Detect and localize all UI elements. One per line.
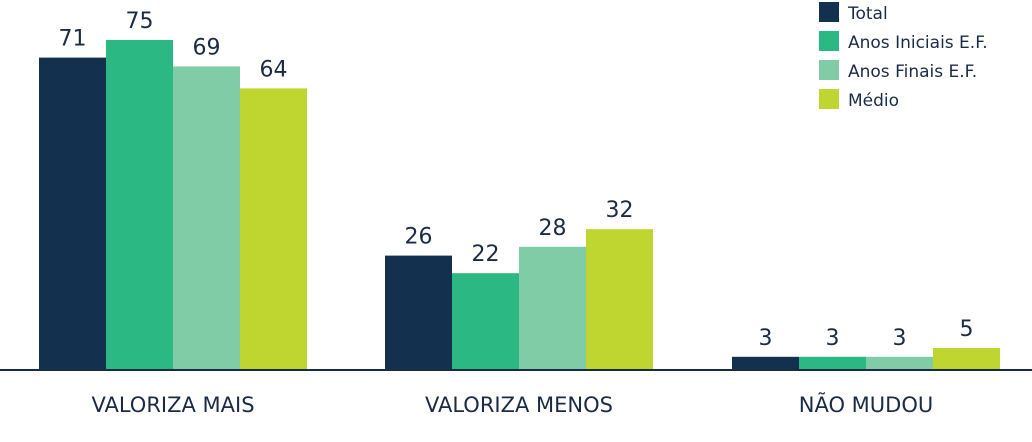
bar-1-3 <box>173 66 240 371</box>
legend-swatch-2 <box>819 31 839 51</box>
bar-2-2 <box>452 273 519 370</box>
data-label-1-3: 69 <box>193 35 221 60</box>
data-label-2-4: 32 <box>606 198 634 223</box>
data-label-1-2: 75 <box>126 9 154 34</box>
data-label-3-3: 3 <box>893 326 907 351</box>
bar-3-3 <box>866 356 933 370</box>
category-label-3: NÃO MUDOU <box>799 391 933 417</box>
bar-1-2 <box>106 40 173 370</box>
legend-label-3: Anos Finais E.F. <box>848 62 977 82</box>
legend-label-2: Anos Iniciais E.F. <box>848 33 988 53</box>
data-label-1-1: 71 <box>59 27 87 52</box>
data-label-3-1: 3 <box>759 326 773 351</box>
legend-label-4: Médio <box>848 91 899 111</box>
legend-swatch-3 <box>819 60 839 80</box>
bar-1-1 <box>39 57 106 370</box>
legend-label-1: Total <box>847 4 888 24</box>
category-label-2: VALORIZA MENOS <box>425 393 613 417</box>
legend-swatch-4 <box>819 89 839 109</box>
value-labels-layer: 71 75 69 64 26 22 28 32 3 3 3 5 <box>59 9 974 351</box>
category-label-1: VALORIZA MAIS <box>91 393 254 417</box>
bar-3-2 <box>799 356 866 370</box>
data-label-2-2: 22 <box>472 242 500 267</box>
bar-3-4 <box>933 348 1000 370</box>
data-label-3-4: 5 <box>960 317 974 342</box>
bar-3-1 <box>732 356 799 370</box>
bars-layer <box>39 40 1000 371</box>
bar-2-4 <box>586 229 653 370</box>
legend: Total Anos Iniciais E.F. Anos Finais E.F. M… <box>819 2 988 111</box>
data-label-2-3: 28 <box>539 216 567 241</box>
bar-2-1 <box>385 255 452 370</box>
legend-swatch-1 <box>819 2 839 22</box>
category-labels-layer: VALORIZA MAIS VALORIZA MENOS NÃO MUDOU <box>91 391 933 417</box>
data-label-1-4: 64 <box>260 57 288 82</box>
data-label-2-1: 26 <box>405 225 433 250</box>
bar-1-4 <box>240 88 307 371</box>
data-label-3-2: 3 <box>826 326 840 351</box>
bar-2-3 <box>519 246 586 370</box>
